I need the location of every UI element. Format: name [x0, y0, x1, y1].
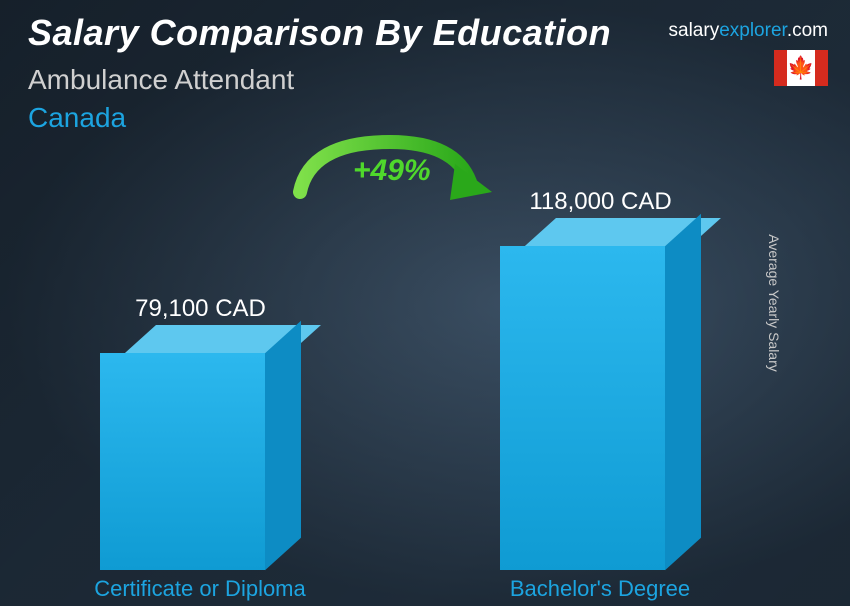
brand-mid: explorer [719, 20, 787, 41]
brand-pre: salary [669, 20, 720, 41]
bar-front-1 [100, 353, 265, 570]
flag-bar-left [774, 50, 787, 86]
maple-leaf-icon: 🍁 [787, 57, 814, 79]
bar-label-1: Certificate or Diploma [80, 576, 320, 602]
flag-center: 🍁 [787, 50, 815, 86]
country-label: Canada [28, 102, 830, 134]
bar-value-2: 118,000 CAD [500, 188, 701, 216]
brand-label: salaryexplorer.com [669, 20, 828, 42]
bar-side-2 [665, 214, 701, 570]
bar-side-1 [265, 321, 301, 570]
bar-label-2: Bachelor's Degree [490, 576, 710, 602]
brand-suf: .com [787, 20, 828, 41]
flag-bar-right [815, 50, 828, 86]
bar-certificate-diploma: 79,100 CAD Certificate or Diploma [100, 353, 301, 570]
bar-bachelors-degree: 118,000 CAD Bachelor's Degree [500, 246, 701, 570]
canada-flag-icon: 🍁 [774, 50, 828, 86]
bar-front-2 [500, 246, 665, 570]
bar-value-1: 79,100 CAD [100, 295, 301, 323]
job-title: Ambulance Attendant [28, 64, 830, 96]
salary-bar-chart: 79,100 CAD Certificate or Diploma 118,00… [0, 160, 850, 606]
